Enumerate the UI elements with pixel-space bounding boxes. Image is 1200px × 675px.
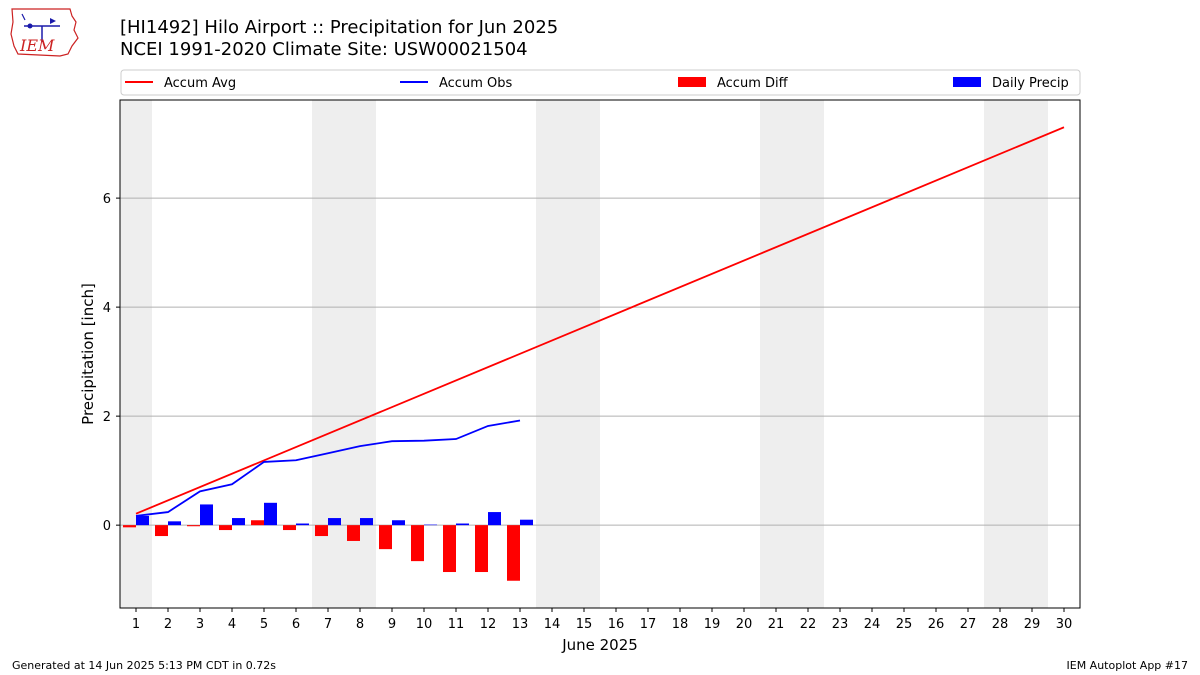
- x-tick-label: 8: [356, 617, 364, 632]
- weekend-shade: [536, 100, 600, 608]
- iem-logo: IEM: [8, 6, 82, 64]
- accum-diff-bar: [475, 525, 488, 573]
- x-tick-label: 26: [928, 617, 945, 632]
- daily-precip-bar: [424, 524, 437, 526]
- daily-precip-bar: [232, 518, 245, 526]
- y-tick-label: 4: [103, 301, 111, 316]
- y-tick-label: 6: [103, 192, 111, 207]
- accum-diff-bar: [251, 520, 264, 526]
- accum-diff-bar: [123, 525, 136, 528]
- accum-diff-bar: [155, 525, 168, 537]
- accum-diff-bar: [507, 525, 520, 581]
- legend-label: Accum Obs: [439, 76, 512, 91]
- x-tick-label: 2: [164, 617, 172, 632]
- x-tick-label: 30: [1056, 617, 1073, 632]
- daily-precip-bar: [200, 504, 213, 526]
- accum-diff-bar: [443, 525, 456, 573]
- x-tick-label: 19: [704, 617, 721, 632]
- iem-logo-text: IEM: [19, 36, 55, 55]
- chart-subtitle: NCEI 1991-2020 Climate Site: USW00021504: [120, 39, 528, 60]
- daily-precip-bar: [392, 520, 405, 526]
- x-tick-label: 6: [292, 617, 300, 632]
- x-tick-label: 1: [132, 617, 140, 632]
- x-tick-label: 7: [324, 617, 332, 632]
- chart-title: [HI1492] Hilo Airport :: Precipitation f…: [120, 17, 559, 38]
- weekend-shade: [984, 100, 1048, 608]
- accum-diff-bar: [411, 525, 424, 562]
- x-tick-label: 22: [800, 617, 817, 632]
- legend-box: [120, 69, 1081, 96]
- x-tick-label: 21: [768, 617, 785, 632]
- x-tick-label: 23: [832, 617, 849, 632]
- accum-obs-line: [135, 419, 521, 517]
- weekend-shade: [120, 100, 152, 608]
- accum-diff-bar: [347, 525, 360, 541]
- x-tick-label: 4: [228, 617, 236, 632]
- y-axis-label: Precipitation [inch]: [79, 283, 97, 425]
- y-tick-label: 0: [103, 519, 111, 534]
- x-tick-label: 24: [864, 617, 881, 632]
- x-tick-label: 17: [640, 617, 657, 632]
- daily-precip-bar: [264, 502, 277, 526]
- daily-precip-bar: [168, 521, 181, 526]
- x-tick-label: 18: [672, 617, 689, 632]
- x-tick-label: 29: [1024, 617, 1041, 632]
- legend-label: Accum Avg: [164, 76, 236, 91]
- daily-precip-bar: [456, 523, 469, 526]
- accum-diff-bar: [187, 525, 200, 527]
- y-tick-label: 2: [103, 410, 111, 425]
- app-credit: IEM Autoplot App #17: [1066, 659, 1189, 672]
- x-tick-label: 11: [448, 617, 465, 632]
- x-tick-label: 13: [512, 617, 529, 632]
- legend-bar-swatch: [678, 77, 706, 87]
- x-tick-label: 10: [416, 617, 433, 632]
- x-tick-label: 3: [196, 617, 204, 632]
- x-tick-label: 9: [388, 617, 396, 632]
- accum-diff-bar: [219, 525, 232, 531]
- x-tick-label: 5: [260, 617, 268, 632]
- daily-precip-bar: [360, 518, 373, 526]
- legend-label: Accum Diff: [717, 76, 789, 91]
- accum-diff-bar: [315, 525, 328, 537]
- daily-precip-bar: [328, 518, 341, 526]
- x-tick-label: 15: [576, 617, 593, 632]
- accum-diff-bar: [379, 525, 392, 550]
- x-tick-label: 16: [608, 617, 625, 632]
- plot-frame: [119, 99, 1081, 609]
- legend-bar-swatch: [953, 77, 981, 87]
- x-tick-label: 25: [896, 617, 913, 632]
- x-tick-label: 14: [544, 617, 561, 632]
- x-tick-label: 12: [480, 617, 497, 632]
- x-tick-label: 20: [736, 617, 753, 632]
- generated-timestamp: Generated at 14 Jun 2025 5:13 PM CDT in …: [12, 659, 277, 672]
- daily-precip-bar: [520, 519, 533, 526]
- x-axis-label: June 2025: [561, 636, 638, 654]
- legend-label: Daily Precip: [992, 76, 1069, 91]
- accum-diff-bar: [283, 525, 296, 531]
- accum-avg-line: [135, 126, 1065, 515]
- weekend-shade: [760, 100, 824, 608]
- x-tick-label: 27: [960, 617, 977, 632]
- daily-precip-bar: [136, 515, 149, 526]
- daily-precip-bar: [488, 512, 501, 526]
- x-tick-label: 28: [992, 617, 1009, 632]
- daily-precip-bar: [296, 523, 309, 526]
